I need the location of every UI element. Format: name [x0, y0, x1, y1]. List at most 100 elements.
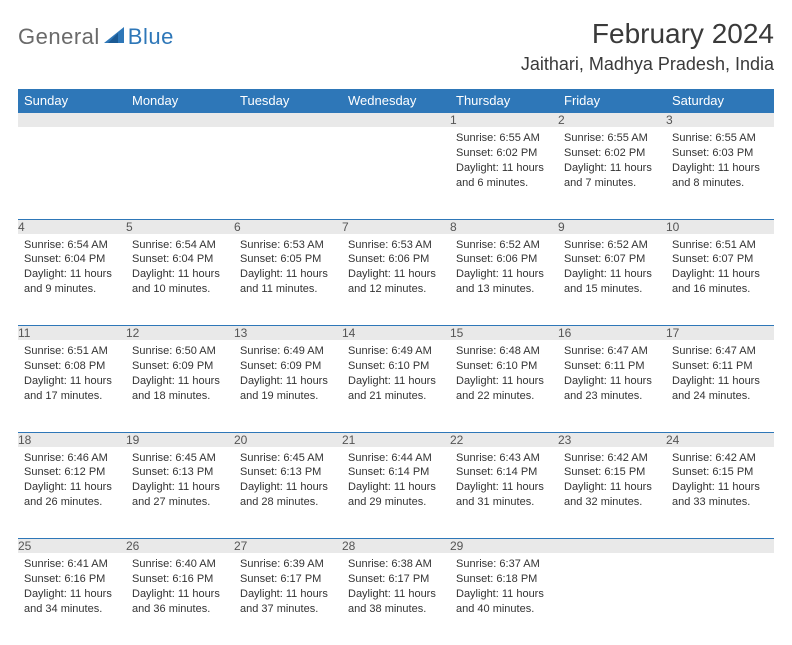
day-details: Sunrise: 6:55 AMSunset: 6:03 PMDaylight:…: [666, 127, 774, 196]
day-body-row: Sunrise: 6:41 AMSunset: 6:16 PMDaylight:…: [18, 553, 774, 645]
day-cell: Sunrise: 6:41 AMSunset: 6:16 PMDaylight:…: [18, 553, 126, 645]
day-number-row: 2526272829: [18, 539, 774, 554]
daylight-text: Daylight: 11 hours and 6 minutes.: [456, 161, 552, 191]
sunset-text: Sunset: 6:18 PM: [456, 572, 552, 587]
logo-sail-icon: [104, 25, 126, 50]
daylight-text: Daylight: 11 hours and 18 minutes.: [132, 374, 228, 404]
sunset-text: Sunset: 6:12 PM: [24, 465, 120, 480]
logo: General Blue: [18, 24, 174, 50]
month-title: February 2024: [521, 18, 774, 50]
location: Jaithari, Madhya Pradesh, India: [521, 54, 774, 75]
day-cell: Sunrise: 6:37 AMSunset: 6:18 PMDaylight:…: [450, 553, 558, 645]
day-cell: Sunrise: 6:39 AMSunset: 6:17 PMDaylight:…: [234, 553, 342, 645]
day-number-empty: [666, 539, 774, 554]
sunrise-text: Sunrise: 6:40 AM: [132, 557, 228, 572]
day-cell: Sunrise: 6:48 AMSunset: 6:10 PMDaylight:…: [450, 340, 558, 432]
day-cell: Sunrise: 6:40 AMSunset: 6:16 PMDaylight:…: [126, 553, 234, 645]
daylight-text: Daylight: 11 hours and 21 minutes.: [348, 374, 444, 404]
day-cell: Sunrise: 6:45 AMSunset: 6:13 PMDaylight:…: [126, 447, 234, 539]
sunrise-text: Sunrise: 6:47 AM: [564, 344, 660, 359]
daylight-text: Daylight: 11 hours and 13 minutes.: [456, 267, 552, 297]
day-details: Sunrise: 6:55 AMSunset: 6:02 PMDaylight:…: [450, 127, 558, 196]
sunset-text: Sunset: 6:14 PM: [456, 465, 552, 480]
day-cell-empty: [558, 553, 666, 645]
weekday-header: Friday: [558, 89, 666, 113]
day-details: Sunrise: 6:53 AMSunset: 6:05 PMDaylight:…: [234, 234, 342, 303]
day-number: 26: [126, 539, 234, 554]
day-number: 29: [450, 539, 558, 554]
day-number: 3: [666, 113, 774, 128]
day-cell: Sunrise: 6:38 AMSunset: 6:17 PMDaylight:…: [342, 553, 450, 645]
day-number: 20: [234, 432, 342, 447]
day-number: 24: [666, 432, 774, 447]
day-details: Sunrise: 6:48 AMSunset: 6:10 PMDaylight:…: [450, 340, 558, 409]
day-cell: Sunrise: 6:54 AMSunset: 6:04 PMDaylight:…: [126, 234, 234, 326]
day-cell: Sunrise: 6:54 AMSunset: 6:04 PMDaylight:…: [18, 234, 126, 326]
daylight-text: Daylight: 11 hours and 32 minutes.: [564, 480, 660, 510]
sunset-text: Sunset: 6:07 PM: [672, 252, 768, 267]
daylight-text: Daylight: 11 hours and 24 minutes.: [672, 374, 768, 404]
day-details: Sunrise: 6:51 AMSunset: 6:07 PMDaylight:…: [666, 234, 774, 303]
sunrise-text: Sunrise: 6:55 AM: [564, 131, 660, 146]
sunrise-text: Sunrise: 6:54 AM: [132, 238, 228, 253]
sunset-text: Sunset: 6:10 PM: [348, 359, 444, 374]
sunrise-text: Sunrise: 6:46 AM: [24, 451, 120, 466]
day-number: 12: [126, 326, 234, 341]
weekday-header: Thursday: [450, 89, 558, 113]
sunset-text: Sunset: 6:07 PM: [564, 252, 660, 267]
sunset-text: Sunset: 6:02 PM: [456, 146, 552, 161]
day-number: 17: [666, 326, 774, 341]
sunrise-text: Sunrise: 6:47 AM: [672, 344, 768, 359]
daylight-text: Daylight: 11 hours and 27 minutes.: [132, 480, 228, 510]
day-number: 28: [342, 539, 450, 554]
sunrise-text: Sunrise: 6:49 AM: [348, 344, 444, 359]
day-number: 2: [558, 113, 666, 128]
day-number: 10: [666, 219, 774, 234]
sunset-text: Sunset: 6:11 PM: [672, 359, 768, 374]
sunrise-text: Sunrise: 6:51 AM: [24, 344, 120, 359]
day-details: Sunrise: 6:42 AMSunset: 6:15 PMDaylight:…: [666, 447, 774, 516]
day-number-row: 123: [18, 113, 774, 128]
sunrise-text: Sunrise: 6:54 AM: [24, 238, 120, 253]
day-number: 16: [558, 326, 666, 341]
sunset-text: Sunset: 6:03 PM: [672, 146, 768, 161]
day-number: 5: [126, 219, 234, 234]
day-details: Sunrise: 6:45 AMSunset: 6:13 PMDaylight:…: [234, 447, 342, 516]
daylight-text: Daylight: 11 hours and 19 minutes.: [240, 374, 336, 404]
day-number: 15: [450, 326, 558, 341]
day-cell-empty: [18, 127, 126, 219]
day-cell: Sunrise: 6:49 AMSunset: 6:10 PMDaylight:…: [342, 340, 450, 432]
day-cell: Sunrise: 6:52 AMSunset: 6:06 PMDaylight:…: [450, 234, 558, 326]
day-cell: Sunrise: 6:44 AMSunset: 6:14 PMDaylight:…: [342, 447, 450, 539]
day-number-row: 45678910: [18, 219, 774, 234]
sunrise-text: Sunrise: 6:53 AM: [240, 238, 336, 253]
day-number-empty: [18, 113, 126, 128]
day-number: 11: [18, 326, 126, 341]
sunset-text: Sunset: 6:13 PM: [240, 465, 336, 480]
daylight-text: Daylight: 11 hours and 23 minutes.: [564, 374, 660, 404]
weekday-header: Saturday: [666, 89, 774, 113]
daylight-text: Daylight: 11 hours and 12 minutes.: [348, 267, 444, 297]
day-cell: Sunrise: 6:46 AMSunset: 6:12 PMDaylight:…: [18, 447, 126, 539]
sunset-text: Sunset: 6:09 PM: [240, 359, 336, 374]
sunrise-text: Sunrise: 6:38 AM: [348, 557, 444, 572]
sunset-text: Sunset: 6:14 PM: [348, 465, 444, 480]
day-cell: Sunrise: 6:50 AMSunset: 6:09 PMDaylight:…: [126, 340, 234, 432]
day-cell: Sunrise: 6:42 AMSunset: 6:15 PMDaylight:…: [558, 447, 666, 539]
day-number: 9: [558, 219, 666, 234]
day-number-empty: [558, 539, 666, 554]
sunset-text: Sunset: 6:09 PM: [132, 359, 228, 374]
day-details: Sunrise: 6:52 AMSunset: 6:07 PMDaylight:…: [558, 234, 666, 303]
day-details: Sunrise: 6:44 AMSunset: 6:14 PMDaylight:…: [342, 447, 450, 516]
sunset-text: Sunset: 6:15 PM: [564, 465, 660, 480]
day-number-empty: [342, 113, 450, 128]
day-cell-empty: [342, 127, 450, 219]
day-cell: Sunrise: 6:51 AMSunset: 6:08 PMDaylight:…: [18, 340, 126, 432]
day-details: Sunrise: 6:51 AMSunset: 6:08 PMDaylight:…: [18, 340, 126, 409]
sunrise-text: Sunrise: 6:37 AM: [456, 557, 552, 572]
page-header: General Blue February 2024 Jaithari, Mad…: [18, 18, 774, 75]
day-details: Sunrise: 6:54 AMSunset: 6:04 PMDaylight:…: [18, 234, 126, 303]
day-cell: Sunrise: 6:42 AMSunset: 6:15 PMDaylight:…: [666, 447, 774, 539]
weekday-header: Wednesday: [342, 89, 450, 113]
day-number-row: 11121314151617: [18, 326, 774, 341]
